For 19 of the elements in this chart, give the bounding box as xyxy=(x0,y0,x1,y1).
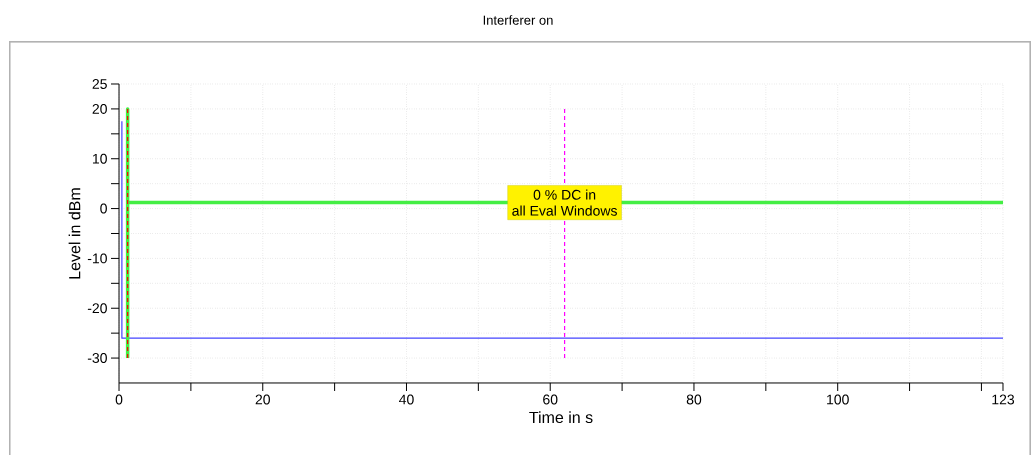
y-tick-label: 10 xyxy=(92,153,107,164)
y-tick-label: 25 xyxy=(92,79,107,89)
x-tick-label: 80 xyxy=(686,394,702,405)
x-tick-label: 40 xyxy=(399,394,414,405)
y-tick-label: -20 xyxy=(87,303,107,314)
x-tick-label: 123 xyxy=(992,394,1015,405)
y-tick-label: -10 xyxy=(87,253,107,264)
annotation: 0 % DC in xyxy=(533,189,596,200)
x-axis-title: Time in s xyxy=(529,411,593,424)
annotation: all Eval Windows xyxy=(512,205,617,216)
y-tick-label: 20 xyxy=(92,103,107,114)
x-tick-label: 20 xyxy=(255,394,270,405)
y-tick-label: -30 xyxy=(87,353,107,364)
y-axis-title: Level in dBm xyxy=(68,188,81,279)
y-tick-label: 0 xyxy=(100,203,107,214)
chart-title: Interferer on xyxy=(483,15,553,25)
x-tick-label: 60 xyxy=(543,394,558,405)
x-tick-label: 100 xyxy=(827,394,849,405)
x-tick-label: 0 xyxy=(115,394,123,405)
